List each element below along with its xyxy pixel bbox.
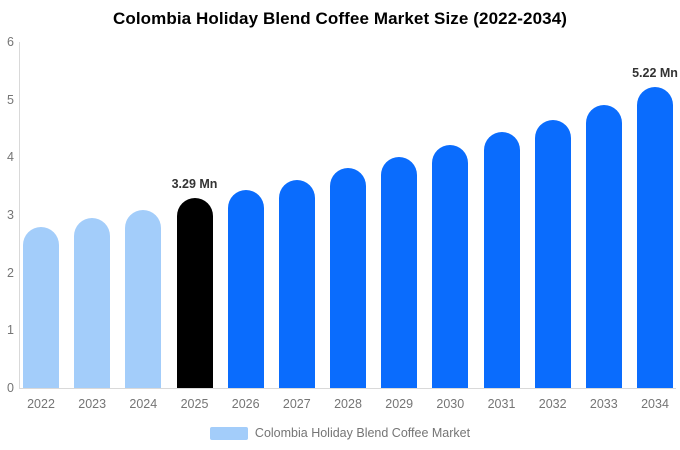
- x-tick-label-2026: 2026: [231, 397, 260, 411]
- bar-2023[interactable]: [74, 217, 111, 388]
- y-tick-label-2: 2: [7, 265, 14, 280]
- x-tick-label-2028: 2028: [334, 397, 362, 411]
- bar-2022[interactable]: [23, 226, 59, 388]
- x-tick-label-2025: 2025: [180, 397, 209, 411]
- x-tick-label-2034: 2034: [641, 397, 669, 411]
- bar-2031[interactable]: [483, 132, 520, 388]
- x-tick-label-2023: 2023: [78, 397, 107, 411]
- x-tick-label-2030: 2030: [436, 397, 465, 411]
- chart-title: Colombia Holiday Blend Coffee Market Siz…: [112, 9, 568, 28]
- y-axis-line: [19, 42, 20, 389]
- bar-2026[interactable]: [227, 189, 264, 388]
- bar-2025[interactable]: [176, 198, 213, 388]
- x-tick-label-2022: 2022: [27, 397, 55, 411]
- bar-2030[interactable]: [432, 144, 469, 388]
- bar-2028[interactable]: [330, 168, 366, 388]
- x-tick-label-2032: 2032: [538, 397, 567, 411]
- bar-2034[interactable]: [637, 87, 673, 388]
- legend-label: Colombia Holiday Blend Coffee Market: [254, 426, 471, 440]
- legend-swatch: [209, 426, 248, 440]
- x-tick-label-2033: 2033: [589, 397, 618, 411]
- y-tick-label-0: 0: [7, 381, 14, 395]
- x-tick-label-2029: 2029: [385, 397, 414, 411]
- y-tick-label-3: 3: [7, 208, 14, 222]
- bar-2033[interactable]: [585, 104, 622, 388]
- x-tick-label-2027: 2027: [282, 397, 311, 411]
- x-tick-label-2031: 2031: [487, 397, 516, 411]
- y-tick-label-4: 4: [7, 150, 14, 165]
- bar-2032[interactable]: [534, 119, 571, 388]
- y-tick-label-6: 6: [7, 35, 14, 49]
- bar-value-label-2034: 5.22 Mn: [632, 66, 678, 80]
- y-tick-label-5: 5: [7, 92, 14, 107]
- x-axis-line: [19, 388, 676, 389]
- bar-2024[interactable]: [125, 209, 162, 388]
- plot-area: 3.29 Mn 5.22 Mn: [20, 42, 678, 388]
- bar-2029[interactable]: [381, 156, 418, 388]
- legend: Colombia Holiday Blend Coffee Market: [0, 426, 680, 440]
- bar-2027[interactable]: [278, 179, 315, 388]
- y-tick-label-1: 1: [7, 323, 14, 338]
- x-tick-label-2024: 2024: [129, 397, 158, 411]
- legend-item-market[interactable]: Colombia Holiday Blend Coffee Market: [209, 426, 471, 440]
- bar-value-label-2025: 3.29 Mn: [171, 177, 218, 192]
